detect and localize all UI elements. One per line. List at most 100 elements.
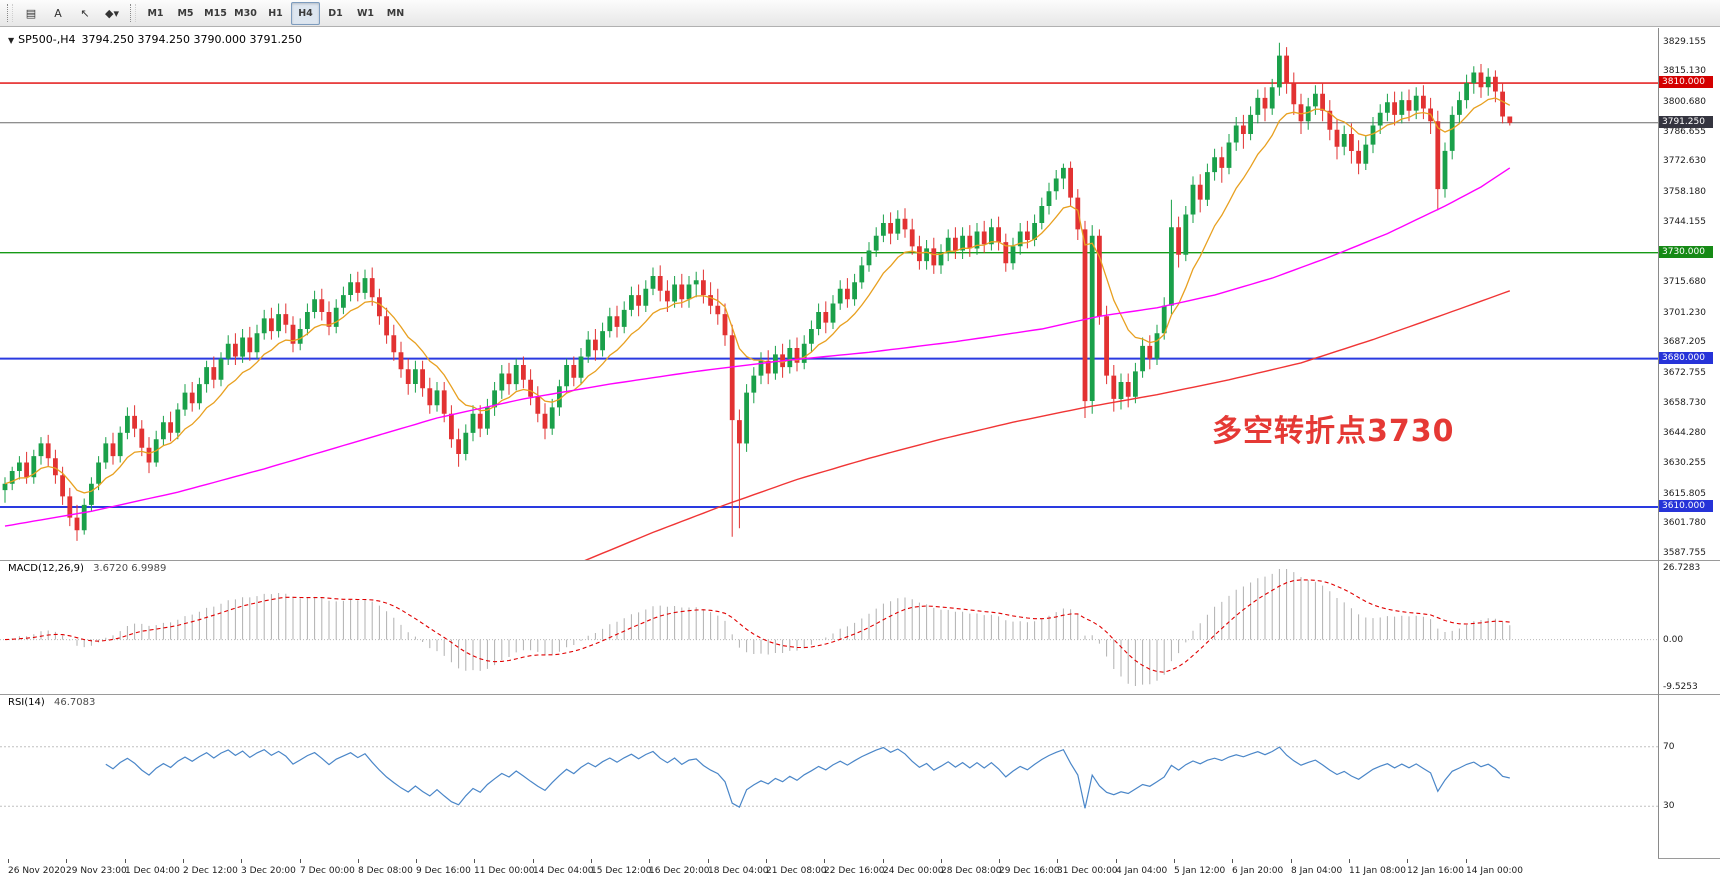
axis-label: 0.00: [1663, 635, 1684, 645]
axis-label: 3786.655: [1663, 127, 1706, 137]
axis-label: 70: [1663, 742, 1675, 752]
toolbar-grip[interactable]: [130, 4, 136, 22]
time-axis-label: 6 Jan 20:00: [1232, 866, 1284, 876]
timeframe-button-m1[interactable]: M1: [147, 7, 164, 19]
time-axis-label: 15 Dec 12:00: [591, 866, 652, 876]
time-axis-label: 11 Dec 00:00: [474, 866, 535, 876]
price-axis[interactable]: 3829.155 3815.130 3800.680 3786.655 3772.630…: [1658, 0, 1720, 895]
ohlc-values: 3794.250 3794.250 3790.000 3791.250: [81, 33, 302, 46]
panel-separator[interactable]: [0, 560, 1720, 561]
time-axis-tick: [883, 859, 884, 863]
cursor-icon[interactable]: ↖: [80, 6, 90, 20]
price-badge: 3810.000: [1659, 76, 1713, 88]
timeframe-button-d1[interactable]: D1: [328, 7, 343, 19]
drawing-tools-group: ▤ A ↖ ◆▾: [18, 2, 125, 25]
time-axis-tick: [591, 859, 592, 863]
symbol-ohlc-readout: ▼ SP500-,H4 3794.250 3794.250 3790.000 379…: [8, 33, 302, 46]
axis-label: 3815.130: [1663, 66, 1706, 76]
chart-annotation-text[interactable]: 多空转折点3730: [1212, 414, 1455, 449]
panel-separator[interactable]: [0, 694, 1720, 695]
timeframe-button-h1[interactable]: H1: [268, 7, 283, 19]
main-chart-canvas[interactable]: [0, 28, 1658, 560]
charts-grid-icon[interactable]: ▤: [25, 6, 37, 20]
timeframe-button-w1[interactable]: W1: [356, 7, 375, 19]
axis-label: 26.7283: [1663, 563, 1701, 573]
axis-label: 3587.755: [1663, 548, 1706, 558]
time-axis-label: 28 Dec 08:00: [941, 866, 1002, 876]
time-axis-tick: [533, 859, 534, 863]
time-axis-label: 21 Dec 08:00: [766, 866, 827, 876]
time-axis-label: 9 Dec 16:00: [416, 866, 471, 876]
time-axis-label: 4 Jan 04:00: [1116, 866, 1168, 876]
time-axis[interactable]: 26 Nov 2020 29 Nov 23:00 1 Dec 04:00 2 Dec …: [0, 858, 1658, 895]
time-axis-label: 7 Dec 00:00: [300, 866, 355, 876]
time-axis-tick: [358, 859, 359, 863]
axis-label: 3630.255: [1663, 458, 1706, 468]
rsi-canvas[interactable]: [0, 695, 1658, 858]
timeframe-button-m30[interactable]: M30: [234, 7, 257, 19]
time-axis-label: 1 Dec 04:00: [125, 866, 180, 876]
symbol-period-label: SP500-,H4: [18, 33, 76, 46]
time-axis-label: 14 Dec 04:00: [533, 866, 594, 876]
rsi-label: RSI(14): [8, 697, 45, 708]
time-axis-tick: [1407, 859, 1408, 863]
time-axis-tick: [1349, 859, 1350, 863]
time-axis-tick: [649, 859, 650, 863]
price-badge: 3791.250: [1659, 116, 1713, 128]
time-axis-tick: [241, 859, 242, 863]
axis-label: 3829.155: [1663, 37, 1706, 47]
axis-label: 3687.205: [1663, 337, 1706, 347]
time-axis-tick: [708, 859, 709, 863]
axis-label: 30: [1663, 801, 1675, 811]
time-axis-tick: [1232, 859, 1233, 863]
time-axis-tick: [300, 859, 301, 863]
time-axis-tick: [941, 859, 942, 863]
rsi-header: RSI(14) 46.7083: [8, 697, 95, 708]
macd-values: 3.6720 6.9989: [93, 563, 167, 574]
time-axis-label: 16 Dec 20:00: [649, 866, 710, 876]
time-axis-tick: [1116, 859, 1117, 863]
chart-collapse-icon[interactable]: ▼: [8, 36, 15, 45]
time-axis-tick: [999, 859, 1000, 863]
time-axis-label: 22 Dec 16:00: [824, 866, 885, 876]
time-axis-label: 26 Nov 2020: [8, 866, 66, 876]
timeframe-button-mn[interactable]: MN: [386, 7, 405, 19]
timeframe-button-m15[interactable]: M15: [204, 7, 227, 19]
price-badge: 3610.000: [1659, 500, 1713, 512]
time-axis-label: 8 Jan 04:00: [1291, 866, 1343, 876]
macd-label: MACD(12,26,9): [8, 563, 84, 574]
chart-toolbar: ▤ A ↖ ◆▾ M1 M5 M15 M30 H1 H4 D1 W1 MN: [0, 0, 1720, 27]
macd-header: MACD(12,26,9) 3.6720 6.9989: [8, 563, 166, 574]
time-axis-label: 29 Dec 16:00: [999, 866, 1060, 876]
time-axis-label: 12 Jan 16:00: [1407, 866, 1464, 876]
axis-label: 3644.280: [1663, 428, 1706, 438]
time-axis-tick: [1291, 859, 1292, 863]
text-tool-icon[interactable]: A: [54, 6, 62, 20]
macd-canvas[interactable]: [0, 561, 1658, 694]
time-axis-tick: [474, 859, 475, 863]
time-axis-label: 29 Nov 23:00: [66, 866, 127, 876]
time-axis-label: 8 Dec 08:00: [358, 866, 413, 876]
axis-label: 3672.755: [1663, 368, 1706, 378]
time-axis-tick: [1174, 859, 1175, 863]
time-axis-label: 3 Dec 20:00: [241, 866, 296, 876]
axis-label: 3772.630: [1663, 156, 1706, 166]
time-axis-label: 31 Dec 00:00: [1057, 866, 1118, 876]
time-axis-tick: [1057, 859, 1058, 863]
time-axis-tick: [125, 859, 126, 863]
time-axis-label: 14 Jan 00:00: [1466, 866, 1523, 876]
price-axis-border: [1658, 28, 1659, 858]
timeframe-buttons-group: M1 M5 M15 M30 H1 H4 D1 W1 MN: [141, 1, 410, 25]
price-badge: 3730.000: [1659, 246, 1713, 258]
toolbar-grip[interactable]: [7, 4, 13, 22]
timeframe-button-h4[interactable]: H4: [291, 1, 320, 25]
time-axis-tick: [824, 859, 825, 863]
timeframe-button-m5[interactable]: M5: [177, 7, 194, 19]
axis-label: 3601.780: [1663, 518, 1706, 528]
axis-label: 3715.680: [1663, 277, 1706, 287]
axis-label: 3615.805: [1663, 489, 1706, 499]
objects-dropdown-icon[interactable]: ◆▾: [105, 6, 119, 20]
time-axis-tick: [8, 859, 9, 863]
time-axis-label: 18 Dec 04:00: [708, 866, 769, 876]
